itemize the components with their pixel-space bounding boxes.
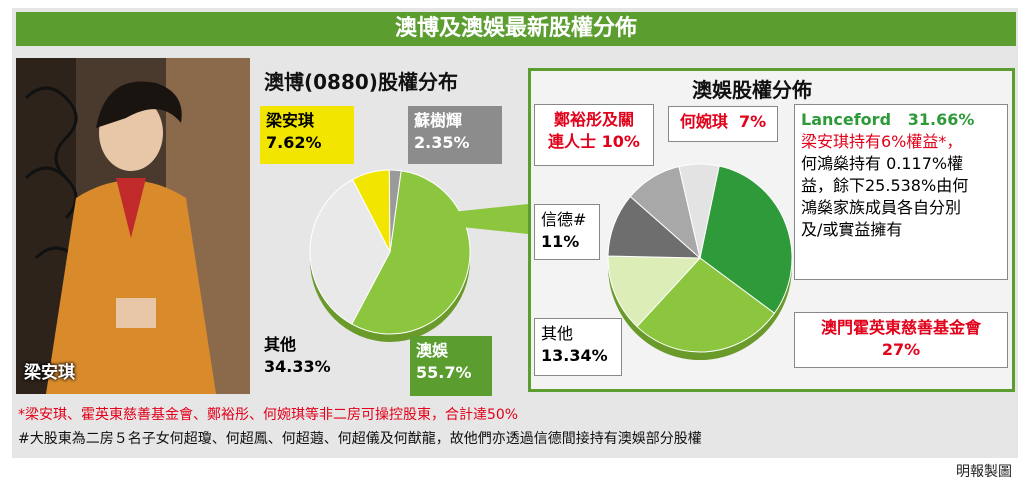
label-stdm-name: 澳娛 bbox=[416, 341, 449, 360]
label-lanceford: Lanceford 31.66% 梁安琪持有6%權益*， 何鴻燊持有 0.117… bbox=[794, 104, 1008, 280]
label-stanley-value: 10% bbox=[601, 132, 640, 151]
label-liang: 梁安琪 7.62% bbox=[260, 106, 354, 164]
label-right-others-value: 13.34% bbox=[541, 346, 608, 365]
label-stdm: 澳娛 55.7% bbox=[410, 336, 492, 396]
label-fok: 澳門霍英東慈善基金會 27% bbox=[794, 312, 1008, 368]
left-slice-1 bbox=[309, 178, 391, 325]
label-liang-name: 梁安琪 bbox=[266, 111, 315, 130]
label-right-others: 其他 13.34% bbox=[534, 318, 622, 376]
left-chart-title: 澳博(0880)股權分布 bbox=[264, 70, 458, 94]
label-lanceford-note-4: 及/或實益擁有 bbox=[801, 220, 903, 239]
label-ho-yuen-ki-name: 何婉琪 bbox=[679, 112, 728, 131]
label-so-value: 2.35% bbox=[414, 133, 470, 152]
label-fok-value: 27% bbox=[881, 340, 921, 359]
label-lanceford-note-red: 梁安琪持有6%權益*， bbox=[801, 132, 963, 151]
label-left-others: 其他 34.33% bbox=[264, 334, 331, 378]
label-ho-yuen-ki-value: 7% bbox=[738, 112, 767, 131]
right-chart-title: 澳娛股權分佈 bbox=[692, 78, 812, 102]
label-lanceford-name: Lanceford bbox=[801, 110, 892, 129]
label-lanceford-note-1: 何鴻燊持有 0.117%權 bbox=[801, 154, 964, 173]
footnote-hash: #大股東為二房５名子女何超瓊、何超鳳、何超蕸、何超儀及何猷龍，故他們亦透過信德間… bbox=[18, 431, 702, 447]
label-liang-value: 7.62% bbox=[266, 133, 322, 152]
credit: 明報製圖 bbox=[956, 464, 1012, 480]
right-slice-0 bbox=[699, 165, 793, 314]
footnote-star: *梁安琪、霍英東慈善基金會、鄭裕彤、何婉琪等非二房可操控股東，合計達50% bbox=[18, 407, 519, 423]
label-stanley: 鄭裕彤及關 連人士 10% bbox=[534, 104, 654, 166]
photo-illustration bbox=[16, 58, 250, 394]
label-stanley-line2: 連人士 bbox=[548, 132, 597, 151]
connector-arrow bbox=[452, 204, 528, 234]
label-left-others-value: 34.33% bbox=[264, 357, 331, 376]
main-title: 澳博及澳娛最新股權分佈 bbox=[16, 12, 1016, 46]
label-so-name: 蘇樹輝 bbox=[414, 111, 463, 130]
label-left-others-name: 其他 bbox=[264, 335, 297, 354]
label-stdm-value: 55.7% bbox=[416, 363, 472, 382]
right-pie-chart bbox=[607, 163, 793, 360]
left-slice-3 bbox=[388, 169, 402, 253]
label-stanley-line1: 鄭裕彤及關 bbox=[553, 110, 634, 129]
label-fok-name: 澳門霍英東慈善基金會 bbox=[820, 318, 981, 337]
infographic-panel: 澳博及澳娛最新股權分佈 梁安琪 澳博(0880)股權分布 梁安琪 7.62% 蘇… bbox=[12, 8, 1018, 458]
label-ho-yuen-ki: 何婉琪 7% bbox=[668, 106, 778, 142]
right-slice-1 bbox=[636, 257, 776, 353]
person-photo: 梁安琪 bbox=[16, 58, 250, 394]
label-right-others-name: 其他 bbox=[541, 324, 574, 343]
right-slice-3 bbox=[607, 195, 702, 259]
label-shun-tak-name: 信德# bbox=[541, 210, 587, 229]
left-pie-chart bbox=[309, 169, 471, 342]
label-so: 蘇樹輝 2.35% bbox=[408, 106, 502, 164]
photo-caption: 梁安琪 bbox=[24, 363, 75, 383]
label-lanceford-note-2: 益，餘下25.538%由何 bbox=[801, 176, 969, 195]
left-slice-0 bbox=[351, 170, 471, 335]
label-lanceford-note-3: 鴻燊家族成員各自分別 bbox=[801, 198, 962, 217]
label-shun-tak: 信德# 11% bbox=[534, 204, 600, 260]
label-lanceford-value: 31.66% bbox=[907, 110, 975, 129]
right-slice-5 bbox=[678, 163, 720, 259]
right-slice-2 bbox=[607, 255, 702, 328]
label-shun-tak-value: 11% bbox=[541, 232, 580, 251]
